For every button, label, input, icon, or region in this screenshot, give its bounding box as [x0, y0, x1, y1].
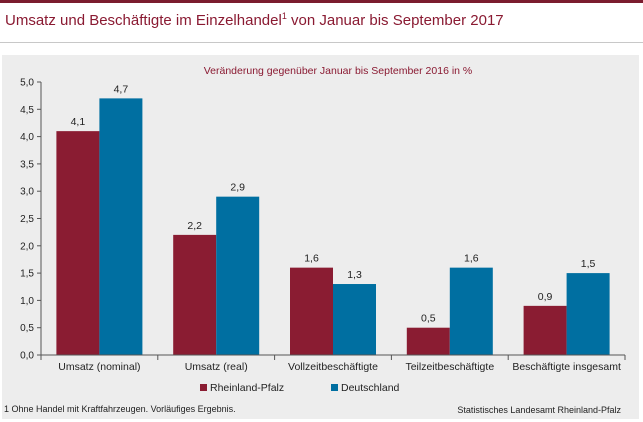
source-credit: Statistisches Landesamt Rheinland-Pfalz — [457, 405, 621, 415]
x-tick-label: Teilzeitbeschäftigte — [405, 361, 494, 373]
x-tick-label: Vollzeitbeschäftigte — [288, 361, 378, 373]
legend-swatch — [200, 384, 207, 391]
title-separator — [0, 42, 643, 43]
bar — [566, 273, 610, 355]
legend-swatch — [331, 384, 338, 391]
bar — [523, 305, 567, 355]
y-tick-label: 4,0 — [20, 132, 34, 143]
x-tick-label: Umsatz (real) — [185, 361, 248, 373]
y-tick-label: 3,0 — [20, 187, 34, 198]
y-tick-label: 3,5 — [20, 159, 34, 170]
bar — [449, 267, 493, 355]
y-tick-label: 0,0 — [20, 351, 34, 362]
bar — [99, 98, 143, 355]
footnote: 1 Ohne Handel mit Kraftfahrzeugen. Vorlä… — [4, 404, 236, 414]
y-tick-label: 4,5 — [20, 105, 34, 116]
bar — [333, 284, 376, 355]
top-rule — [0, 0, 643, 3]
y-tick-label: 0,5 — [20, 323, 34, 334]
bar-value-label: 1,6 — [304, 253, 319, 265]
bar — [56, 131, 100, 355]
bar — [173, 234, 217, 355]
y-tick-label: 1,5 — [20, 269, 34, 280]
bar-value-label: 1,5 — [581, 258, 596, 270]
x-tick-label: Beschäftigte insgesamt — [512, 361, 621, 373]
bar-value-label: 1,6 — [464, 253, 479, 265]
page-title: Umsatz und Beschäftigte im Einzelhandel1… — [5, 11, 504, 29]
y-tick-label: 5,0 — [20, 78, 34, 89]
title-footnote-mark: 1 — [281, 11, 287, 21]
bar-value-label: 4,1 — [71, 116, 86, 128]
bar-value-label: 0,9 — [538, 291, 553, 303]
bar-value-label: 2,9 — [230, 182, 245, 194]
bar-value-label: 4,7 — [114, 83, 129, 95]
bar — [290, 267, 333, 355]
legend-label: Rheinland-Pfalz — [210, 382, 284, 394]
y-tick-label: 2,5 — [20, 214, 34, 225]
x-tick-label: Umsatz (nominal) — [58, 361, 140, 373]
bar-value-label: 2,2 — [187, 220, 202, 232]
y-tick-label: 1,0 — [20, 296, 34, 307]
bar-value-label: 1,3 — [347, 269, 362, 281]
bar — [406, 327, 450, 355]
bar-value-label: 0,5 — [421, 313, 436, 325]
chart-subtitle: Veränderung gegenüber Januar bis Septemb… — [204, 65, 473, 77]
y-tick-label: 2,0 — [20, 241, 34, 252]
legend-label: Deutschland — [341, 382, 400, 394]
bar — [216, 196, 260, 355]
